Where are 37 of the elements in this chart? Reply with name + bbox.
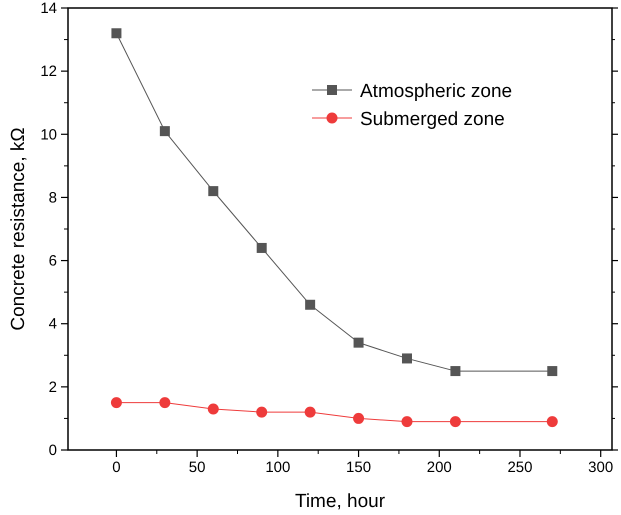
x-tick-label: 250 [507,459,533,476]
point [353,412,364,424]
x-tick-label: 50 [188,459,206,476]
point [305,300,316,310]
y-tick-label: 10 [40,126,57,144]
point [354,338,364,348]
point [256,406,268,418]
y-axis-title: Concrete resistance, kΩ [8,127,29,331]
point [402,353,412,364]
point [208,403,219,414]
y-tick-label: 0 [48,442,57,459]
x-tick-label: 100 [265,459,290,476]
point [208,186,218,196]
point [401,416,412,428]
y-tick-label: 2 [48,378,57,396]
point [450,416,461,428]
x-tick-label: 200 [426,459,452,476]
x-tick-label: 0 [112,459,121,476]
point [160,126,170,136]
point [256,242,267,253]
point [547,366,558,376]
y-tick-label: 14 [40,0,57,17]
x-axis-title: Time, hour [294,491,386,512]
point [546,416,558,428]
x-tick-label: 300 [588,459,614,476]
point [110,397,122,408]
y-tick-label: 8 [48,189,57,206]
x-tick-label: 150 [346,459,372,476]
y-tick-label: 4 [48,316,57,333]
point [111,28,122,38]
y-tick-label: 6 [48,252,57,270]
legend-label: Atmospheric zone [360,81,512,102]
y-tick-label: 12 [40,63,57,80]
point [304,406,316,418]
legend-label: Submerged zone [360,109,505,130]
point [450,366,460,376]
point [159,397,170,408]
